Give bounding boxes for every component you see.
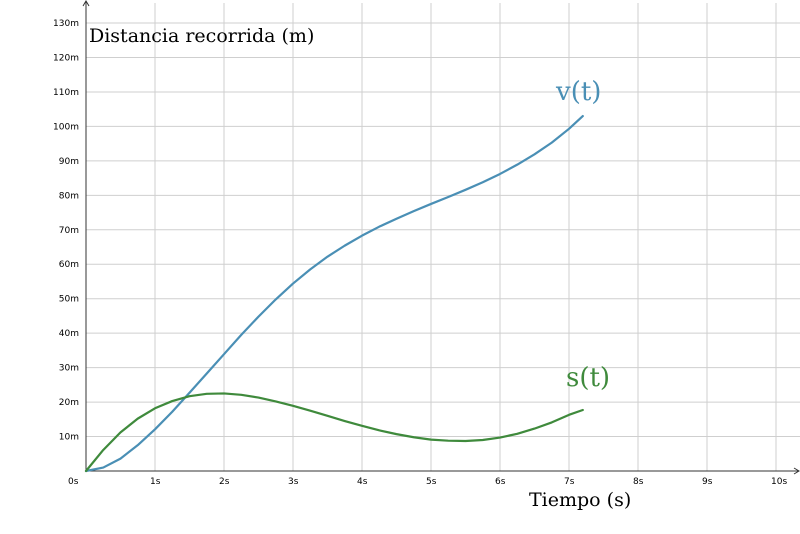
y-tick-label: 90m: [59, 157, 79, 167]
series-label-v: v(t): [555, 77, 601, 107]
y-tick-labels: 10m 20m 30m 40m 50m 60m 70m 80m 90m 100m 110m 120m 1…: [53, 19, 79, 443]
y-axis-title: Distancia recorrida (m): [89, 25, 314, 47]
y-tick-label: 30m: [59, 364, 79, 374]
x-tick-label: 8s: [633, 477, 644, 487]
x-tick-label: 7s: [564, 477, 575, 487]
y-tick-label: 40m: [59, 329, 79, 339]
axes: [82, 0, 800, 475]
x-tick-label: 3s: [288, 477, 299, 487]
y-tick-label: 50m: [59, 295, 79, 305]
x-tick-label: 6s: [495, 477, 506, 487]
y-tick-label: 130m: [53, 19, 79, 29]
y-tick-label: 120m: [53, 53, 79, 63]
series-line-s: [84, 392, 584, 473]
y-tick-label: 80m: [59, 191, 79, 201]
y-tick-label: 110m: [53, 88, 79, 98]
series-lines: [84, 114, 584, 473]
y-tick-label: 60m: [59, 260, 79, 270]
y-tick-label: 100m: [53, 122, 79, 132]
x-tick-label: 9s: [702, 477, 713, 487]
x-axis-arrow-icon: [793, 467, 800, 475]
x-tick-label: 10s: [771, 477, 787, 487]
x-tick-label: 1s: [150, 477, 161, 487]
x-tick-labels: 0s 1s 2s 3s 4s 5s 6s 7s 8s 9s 10s: [68, 477, 787, 487]
series-label-s: s(t): [566, 363, 610, 393]
x-tick-label: 0s: [68, 477, 79, 487]
y-axis-arrow-icon: [82, 0, 90, 7]
series-line-v: [84, 114, 584, 473]
grid: [86, 3, 800, 471]
y-tick-label: 10m: [59, 433, 79, 443]
y-tick-label: 70m: [59, 226, 79, 236]
x-tick-label: 4s: [357, 477, 368, 487]
x-tick-label: 5s: [426, 477, 437, 487]
x-axis-title: Tiempo (s): [529, 489, 631, 511]
y-tick-label: 20m: [59, 398, 79, 408]
x-tick-label: 2s: [219, 477, 230, 487]
